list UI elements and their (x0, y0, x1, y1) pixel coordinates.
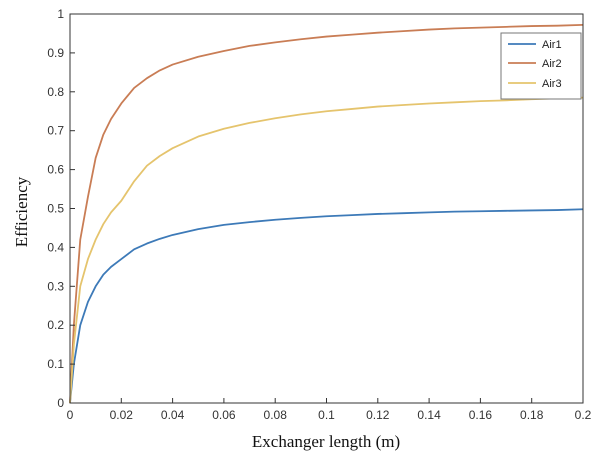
series-line-air1 (69, 208, 584, 404)
x-tick-label: 0.06 (212, 408, 236, 422)
x-tick-label: 0.08 (264, 408, 288, 422)
legend-label-air2: Air2 (542, 58, 562, 70)
y-tick-label: 0.8 (47, 85, 64, 99)
x-tick-label: 0.1 (318, 408, 335, 422)
series-line-air3 (69, 96, 584, 404)
x-tick-label: 0.18 (520, 408, 544, 422)
y-tick-label: 1 (57, 7, 64, 21)
x-tick-label: 0 (67, 408, 74, 422)
y-tick-label: 0.7 (47, 124, 64, 138)
legend: Air1 Air2 Air3 (500, 32, 582, 100)
series-layer (69, 23, 584, 404)
legend-label-air3: Air3 (542, 78, 562, 90)
x-tick-label: 0.12 (366, 408, 390, 422)
tick-layer: 0 0.02 0.04 0.06 0.08 0.1 0.12 0.14 0.16 0.18 0.2 0… (47, 7, 591, 422)
y-tick-label: 0.6 (47, 163, 64, 177)
x-tick-label: 0.16 (469, 408, 493, 422)
x-tick-label: 0.02 (110, 408, 134, 422)
y-tick-label: 0.1 (47, 357, 64, 371)
y-tick-label: 0 (57, 396, 64, 410)
series-line-air2 (69, 23, 584, 404)
y-axis-title: Efficiency (12, 176, 31, 247)
x-tick-label: 0.14 (417, 408, 441, 422)
y-tick-label: 0.5 (47, 202, 64, 216)
y-tick-label: 0.4 (47, 240, 64, 254)
y-tick-label: 0.3 (47, 279, 64, 293)
x-axis-title: Exchanger length (m) (252, 432, 400, 451)
legend-box (500, 32, 582, 100)
x-tick-label: 0.04 (161, 408, 185, 422)
y-tick-label: 0.9 (47, 46, 64, 60)
x-tick-label: 0.2 (575, 408, 592, 422)
y-tick-label: 0.2 (47, 318, 64, 332)
legend-label-air1: Air1 (542, 39, 562, 51)
